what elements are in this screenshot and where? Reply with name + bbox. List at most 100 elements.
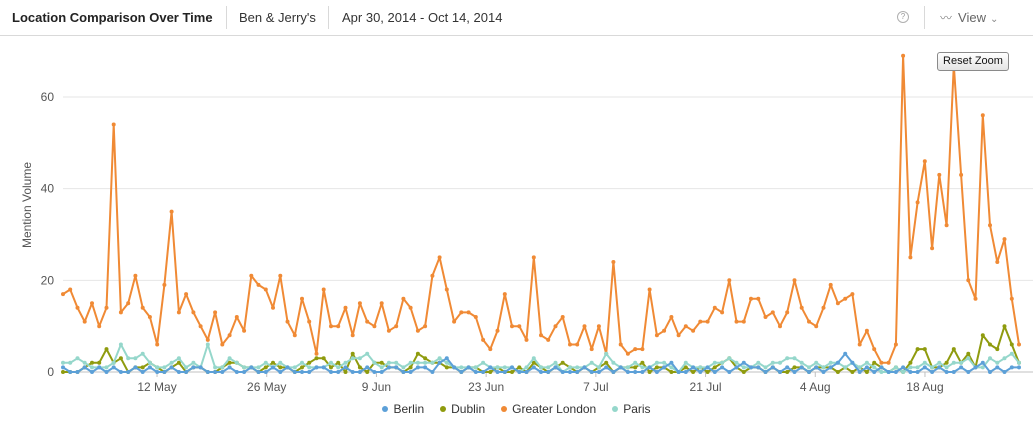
data-point-dublin[interactable] xyxy=(604,360,609,365)
data-point-paris[interactable] xyxy=(162,365,167,370)
data-point-greater-london[interactable] xyxy=(864,328,869,333)
data-point-berlin[interactable] xyxy=(466,365,471,370)
data-point-berlin[interactable] xyxy=(473,370,478,374)
data-point-greater-london[interactable] xyxy=(162,282,167,287)
data-point-greater-london[interactable] xyxy=(488,347,493,352)
data-point-greater-london[interactable] xyxy=(807,319,811,324)
data-point-berlin[interactable] xyxy=(568,370,572,374)
data-point-greater-london[interactable] xyxy=(893,342,898,347)
data-point-greater-london[interactable] xyxy=(401,296,406,301)
data-point-berlin[interactable] xyxy=(930,370,935,374)
data-point-greater-london[interactable] xyxy=(386,328,391,333)
data-point-paris[interactable] xyxy=(589,360,594,365)
data-point-berlin[interactable] xyxy=(611,370,616,374)
data-point-paris[interactable] xyxy=(278,360,283,365)
data-point-berlin[interactable] xyxy=(176,370,181,374)
data-point-dublin[interactable] xyxy=(176,360,181,365)
data-point-paris[interactable] xyxy=(444,360,449,365)
data-point-berlin[interactable] xyxy=(285,365,290,370)
data-point-dublin[interactable] xyxy=(408,365,413,370)
data-point-greater-london[interactable] xyxy=(589,347,594,352)
data-point-berlin[interactable] xyxy=(589,370,594,374)
data-point-greater-london[interactable] xyxy=(365,319,370,324)
data-point-greater-london[interactable] xyxy=(901,53,906,58)
data-point-greater-london[interactable] xyxy=(582,324,587,329)
data-point-berlin[interactable] xyxy=(893,370,898,374)
data-point-paris[interactable] xyxy=(118,342,123,347)
data-point-paris[interactable] xyxy=(379,365,384,370)
data-point-dublin[interactable] xyxy=(97,360,102,365)
data-point-greater-london[interactable] xyxy=(408,305,413,310)
data-point-greater-london[interactable] xyxy=(872,347,877,352)
data-point-dublin[interactable] xyxy=(560,360,565,365)
data-point-paris[interactable] xyxy=(502,365,507,370)
data-point-greater-london[interactable] xyxy=(220,342,225,347)
data-point-greater-london[interactable] xyxy=(423,324,428,329)
data-point-paris[interactable] xyxy=(821,365,826,370)
data-point-berlin[interactable] xyxy=(234,370,239,374)
data-point-berlin[interactable] xyxy=(75,370,80,374)
data-point-dublin[interactable] xyxy=(104,347,109,352)
data-point-paris[interactable] xyxy=(1009,351,1014,356)
data-point-paris[interactable] xyxy=(104,365,109,370)
data-point-berlin[interactable] xyxy=(1002,370,1007,374)
data-point-berlin[interactable] xyxy=(886,370,891,374)
data-point-greater-london[interactable] xyxy=(459,310,464,315)
data-point-greater-london[interactable] xyxy=(256,282,261,287)
data-point-berlin[interactable] xyxy=(444,356,449,361)
data-point-greater-london[interactable] xyxy=(618,342,623,347)
data-point-berlin[interactable] xyxy=(604,365,609,370)
data-point-berlin[interactable] xyxy=(720,365,725,370)
data-point-greater-london[interactable] xyxy=(285,319,290,324)
data-point-greater-london[interactable] xyxy=(756,296,761,301)
data-point-berlin[interactable] xyxy=(988,370,992,374)
data-point-greater-london[interactable] xyxy=(930,246,935,251)
data-point-berlin[interactable] xyxy=(864,365,869,370)
data-point-paris[interactable] xyxy=(944,365,949,370)
data-point-dublin[interactable] xyxy=(379,360,384,365)
data-point-greater-london[interactable] xyxy=(705,319,710,324)
data-point-paris[interactable] xyxy=(995,360,1000,365)
data-point-greater-london[interactable] xyxy=(683,324,688,329)
data-point-berlin[interactable] xyxy=(242,370,247,374)
data-point-greater-london[interactable] xyxy=(734,319,739,324)
data-point-paris[interactable] xyxy=(263,360,268,365)
data-point-berlin[interactable] xyxy=(676,370,681,374)
data-point-greater-london[interactable] xyxy=(625,351,630,356)
data-point-greater-london[interactable] xyxy=(691,328,696,333)
data-point-dublin[interactable] xyxy=(640,360,645,365)
data-point-greater-london[interactable] xyxy=(662,328,667,333)
data-point-paris[interactable] xyxy=(915,365,920,370)
data-point-dublin[interactable] xyxy=(271,360,275,365)
data-point-berlin[interactable] xyxy=(625,370,630,374)
data-point-greater-london[interactable] xyxy=(966,278,971,283)
data-point-greater-london[interactable] xyxy=(669,315,674,319)
data-point-dublin[interactable] xyxy=(423,356,428,361)
data-point-berlin[interactable] xyxy=(510,365,514,370)
data-point-greater-london[interactable] xyxy=(140,305,145,310)
data-point-berlin[interactable] xyxy=(437,360,442,365)
data-point-paris[interactable] xyxy=(807,365,811,370)
data-point-paris[interactable] xyxy=(662,360,667,365)
data-point-berlin[interactable] xyxy=(329,370,333,374)
data-point-greater-london[interactable] xyxy=(191,310,196,315)
data-point-dublin[interactable] xyxy=(227,360,232,365)
data-point-berlin[interactable] xyxy=(517,370,522,374)
data-point-berlin[interactable] xyxy=(169,365,174,370)
data-point-dublin[interactable] xyxy=(357,365,362,370)
data-point-greater-london[interactable] xyxy=(763,315,768,319)
data-point-berlin[interactable] xyxy=(633,370,638,374)
data-point-greater-london[interactable] xyxy=(821,305,826,310)
data-point-greater-london[interactable] xyxy=(126,301,131,306)
data-point-greater-london[interactable] xyxy=(531,255,536,260)
data-point-berlin[interactable] xyxy=(336,370,341,374)
data-point-paris[interactable] xyxy=(437,356,442,361)
data-point-greater-london[interactable] xyxy=(575,342,580,347)
data-point-berlin[interactable] xyxy=(502,370,507,374)
data-point-paris[interactable] xyxy=(408,360,413,365)
data-point-paris[interactable] xyxy=(394,360,399,365)
data-point-paris[interactable] xyxy=(140,351,145,356)
data-point-berlin[interactable] xyxy=(922,365,927,370)
data-point-berlin[interactable] xyxy=(68,370,73,374)
data-point-berlin[interactable] xyxy=(872,370,877,374)
